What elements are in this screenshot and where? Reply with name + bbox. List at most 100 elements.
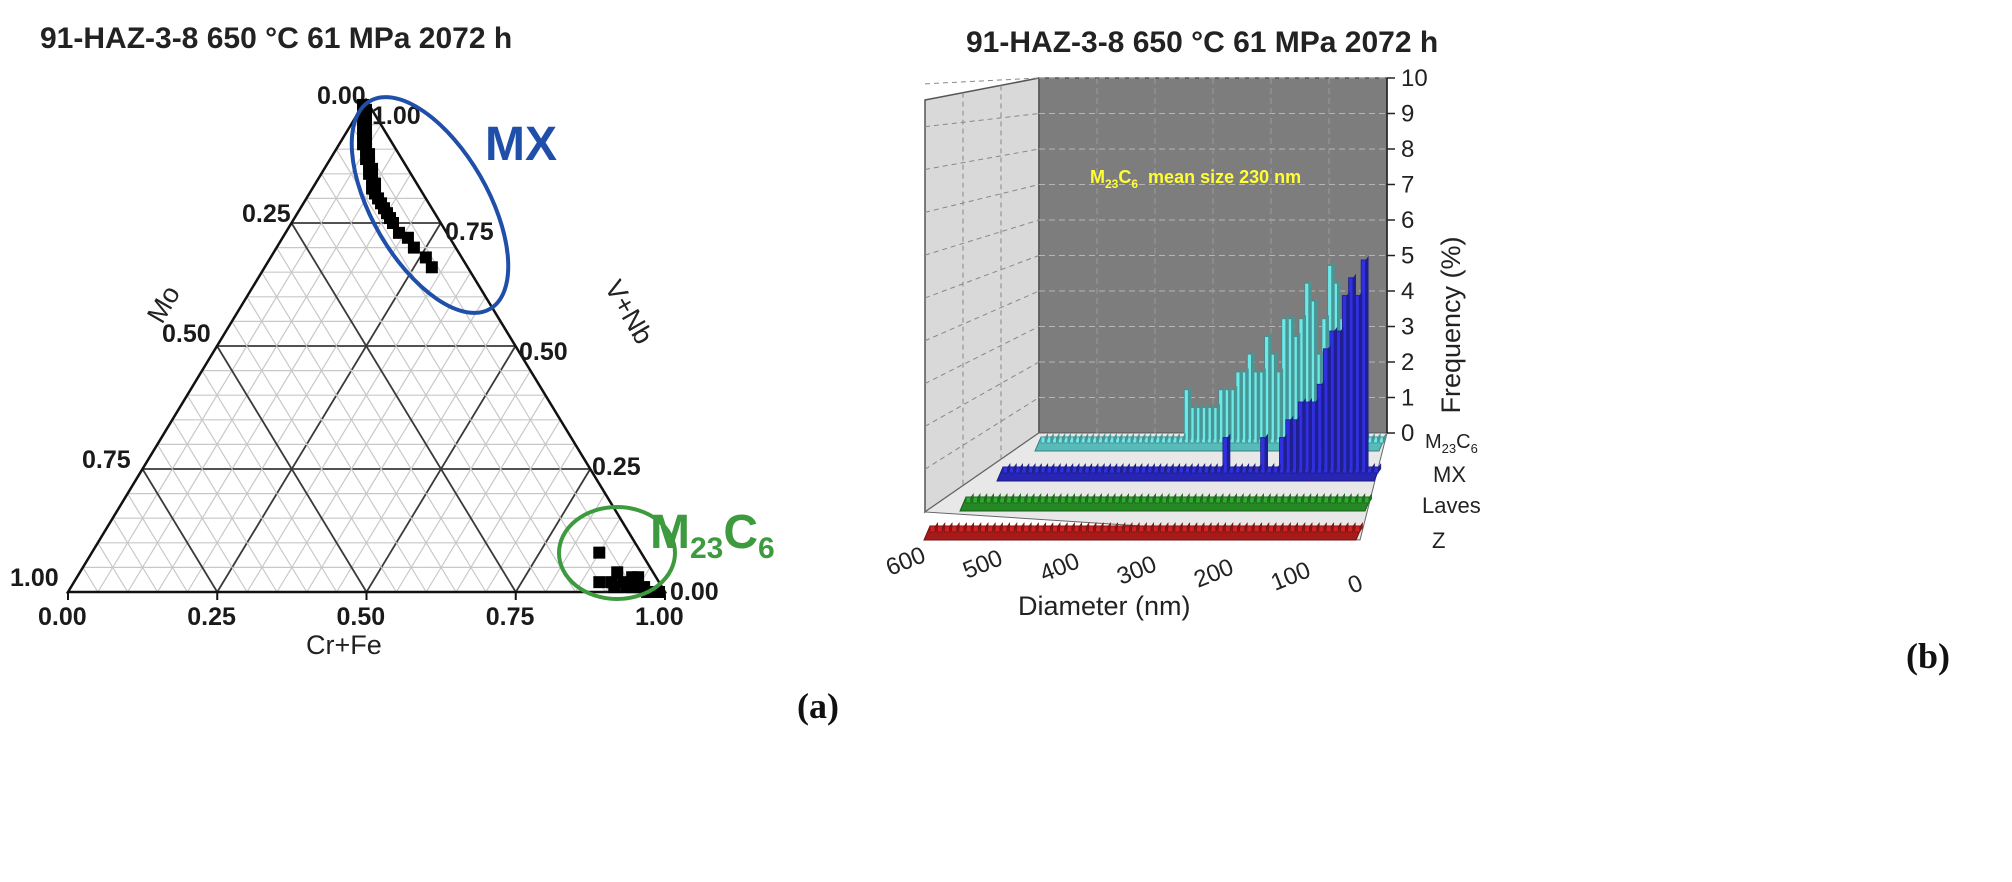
bar-side: [1064, 522, 1068, 532]
bar-side: [1146, 493, 1150, 503]
bar-side: [1327, 344, 1331, 473]
left-tick-label: 0.25: [242, 200, 291, 228]
bar-side: [949, 522, 953, 532]
y-tick-label: 5: [1401, 243, 1414, 270]
bar-side: [1321, 493, 1325, 503]
bar-side: [1004, 493, 1008, 503]
bar-side: [1071, 522, 1075, 532]
bar-side: [1107, 522, 1111, 532]
series-label-mx: MX: [1433, 462, 1466, 487]
bar-side: [1244, 522, 1248, 532]
bar-side: [1315, 398, 1319, 473]
bar-side: [1274, 493, 1278, 503]
right-tick-label: 0.25: [592, 453, 641, 481]
minor-gridline: [156, 444, 248, 593]
bar-side: [1222, 385, 1226, 443]
bar-side: [1108, 433, 1112, 443]
bar-side: [1266, 522, 1270, 532]
bar: [929, 525, 936, 533]
bar-side: [1024, 493, 1028, 503]
bar-side: [1214, 463, 1218, 473]
bar-side: [1290, 415, 1294, 473]
bar-side: [1194, 403, 1198, 443]
series-row-Z: [923, 522, 1363, 541]
bar-side: [1102, 433, 1106, 443]
bar-side: [1057, 522, 1061, 532]
y-tick-label: 6: [1401, 207, 1414, 234]
bar-side: [1268, 332, 1272, 443]
bar-side: [1045, 463, 1049, 473]
histogram-3d: 91-HAZ-3-8 650 °C 61 MPa 2072 h 0 1 2 3 4 5 6 7…: [882, 26, 1950, 676]
bar-side: [1139, 463, 1143, 473]
bar-side: [1125, 493, 1129, 503]
bar-side: [1239, 463, 1243, 473]
bar-side: [1182, 433, 1186, 443]
bar-side: [1122, 522, 1126, 532]
mx-point: [407, 241, 420, 254]
series-label-z: Z: [1432, 528, 1445, 553]
y-tick-label: 4: [1401, 278, 1414, 305]
minor-gridline: [455, 419, 561, 593]
bottom-tick-label: 0.25: [187, 603, 236, 631]
bar-side: [1365, 256, 1369, 473]
bar-side: [1062, 433, 1066, 443]
side-gridline: [924, 290, 1040, 342]
bar-side: [1277, 463, 1281, 473]
bar-side: [1079, 522, 1083, 532]
bar-side: [1205, 403, 1209, 443]
bar-side: [1259, 522, 1263, 532]
bar-side: [1340, 327, 1344, 473]
bar-side: [1378, 463, 1382, 473]
ternary-title: 91-HAZ-3-8 650 °C 61 MPa 2072 h: [40, 22, 512, 55]
bar-side: [1331, 522, 1335, 532]
bar-side: [1377, 433, 1381, 443]
bar-side: [1280, 368, 1284, 443]
right-tick-label: 0.75: [445, 218, 494, 246]
bar-side: [1031, 493, 1035, 503]
bar-rows: [923, 256, 1387, 541]
bar-side: [1142, 433, 1146, 443]
bar-side: [1237, 522, 1241, 532]
bar-side: [1058, 493, 1062, 503]
bar-side: [1211, 403, 1215, 443]
major-gridline: [290, 222, 517, 593]
bar-side: [1368, 493, 1372, 503]
bar-side: [1038, 493, 1042, 503]
bar-side: [1125, 433, 1129, 443]
left-tick-label: 1.00: [10, 564, 59, 592]
bar-side: [1056, 433, 1060, 443]
bar-side: [1176, 433, 1180, 443]
bar-side: [1287, 493, 1291, 503]
bar-side: [1007, 463, 1011, 473]
panel-label-b: (b): [1906, 636, 1950, 676]
bar-side: [1252, 463, 1256, 473]
bar-side: [1165, 522, 1169, 532]
bar-side: [1251, 350, 1255, 443]
bar-side: [1035, 522, 1039, 532]
minor-gridline: [350, 124, 636, 593]
bar-side: [1355, 493, 1359, 503]
bar-side: [1171, 433, 1175, 443]
bar-side: [1177, 463, 1181, 473]
series-label-laves: Laves: [1422, 493, 1481, 518]
minor-gridline: [157, 173, 412, 593]
bar-side: [1082, 463, 1086, 473]
x-axis-label: Diameter (nm): [1018, 591, 1191, 621]
bar-side: [1335, 493, 1339, 503]
bar-side: [985, 522, 989, 532]
axis-label-cr-fe: Cr+Fe: [306, 630, 382, 660]
y-tick-label: 10: [1401, 65, 1428, 92]
bar-side: [1126, 463, 1130, 473]
bar-side: [1038, 463, 1042, 473]
side-gridline: [924, 148, 1040, 170]
y-tick-label: 3: [1401, 314, 1414, 341]
bar-side: [1152, 493, 1156, 503]
bar-side: [1071, 493, 1075, 503]
right-tick-label: 0.00: [670, 578, 719, 606]
minor-gridline: [276, 271, 472, 593]
m23c6-point: [611, 566, 624, 579]
panel-label-a: (a): [797, 686, 839, 726]
bar-side: [1283, 433, 1287, 473]
y-tick-label: 1: [1401, 385, 1414, 412]
bar-side: [1079, 433, 1083, 443]
